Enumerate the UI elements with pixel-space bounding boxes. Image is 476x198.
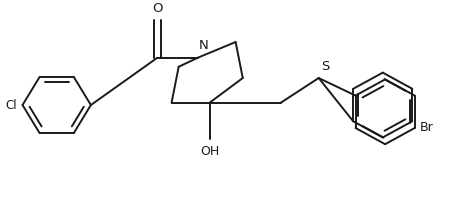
Text: O: O — [152, 2, 163, 15]
Text: Cl: Cl — [5, 99, 17, 111]
Text: S: S — [321, 60, 329, 73]
Text: N: N — [198, 39, 208, 52]
Text: OH: OH — [200, 145, 219, 158]
Text: Br: Br — [419, 122, 433, 134]
